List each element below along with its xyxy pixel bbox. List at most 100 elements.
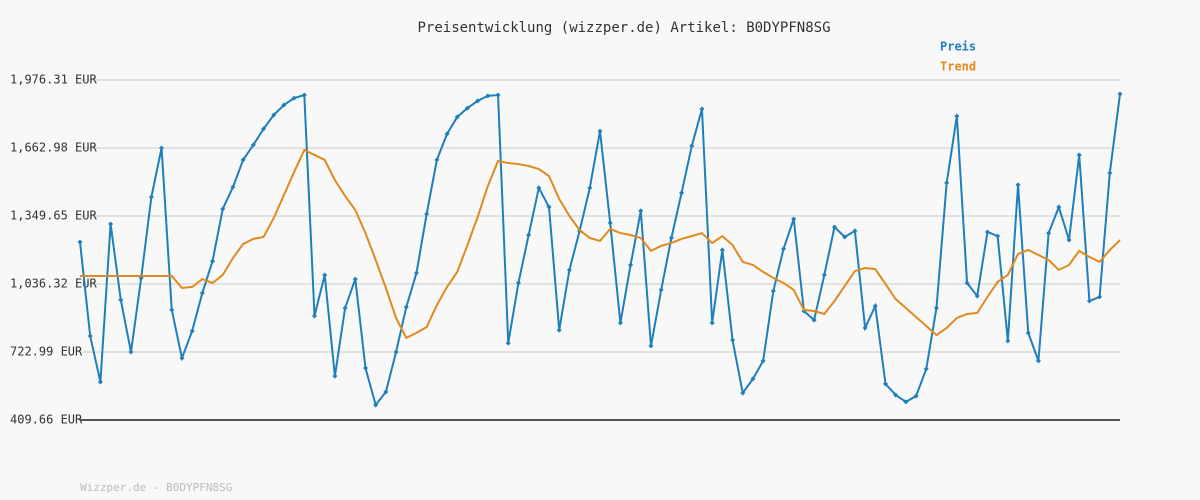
y-tick-label: 1,976.31 EUR bbox=[10, 73, 97, 87]
y-tick-label: 409.66 EUR bbox=[10, 413, 83, 427]
point bbox=[97, 379, 103, 385]
point bbox=[515, 280, 521, 286]
point bbox=[77, 239, 83, 245]
point bbox=[944, 180, 950, 186]
point bbox=[1025, 330, 1031, 336]
point bbox=[179, 355, 185, 361]
point bbox=[475, 98, 481, 104]
point bbox=[230, 184, 236, 190]
point bbox=[1107, 170, 1113, 176]
point bbox=[730, 337, 736, 343]
point bbox=[658, 287, 664, 293]
point bbox=[842, 234, 848, 240]
point bbox=[301, 92, 307, 98]
point bbox=[413, 270, 419, 276]
point bbox=[964, 280, 970, 286]
point bbox=[1097, 294, 1103, 300]
point bbox=[373, 402, 379, 408]
point bbox=[240, 157, 246, 163]
point bbox=[189, 328, 195, 334]
point bbox=[1046, 230, 1052, 236]
point bbox=[393, 349, 399, 355]
point bbox=[464, 105, 470, 111]
point bbox=[791, 216, 797, 222]
point bbox=[974, 293, 980, 299]
point bbox=[220, 206, 226, 212]
point bbox=[87, 333, 93, 339]
point bbox=[668, 235, 674, 241]
point bbox=[638, 208, 644, 214]
point bbox=[556, 327, 562, 333]
point bbox=[566, 267, 572, 273]
chart-title: Preisentwicklung (wizzper.de) Artikel: B… bbox=[417, 20, 830, 36]
point bbox=[882, 381, 888, 387]
point bbox=[1056, 204, 1062, 210]
point bbox=[862, 325, 868, 331]
point bbox=[954, 113, 960, 119]
point bbox=[1015, 182, 1021, 188]
point bbox=[628, 262, 634, 268]
point bbox=[852, 228, 858, 234]
point bbox=[118, 297, 124, 303]
point bbox=[933, 305, 939, 311]
point bbox=[526, 232, 532, 238]
series-line bbox=[80, 148, 1121, 340]
point bbox=[454, 114, 460, 120]
point bbox=[383, 389, 389, 395]
point bbox=[781, 246, 787, 252]
point bbox=[617, 320, 623, 326]
point bbox=[984, 229, 990, 235]
point bbox=[811, 317, 817, 323]
point bbox=[1035, 358, 1041, 364]
point bbox=[923, 366, 929, 372]
point bbox=[148, 194, 154, 200]
point bbox=[352, 276, 358, 282]
point bbox=[362, 365, 368, 371]
point bbox=[699, 106, 705, 112]
point bbox=[1076, 152, 1082, 158]
point bbox=[607, 220, 613, 226]
point bbox=[485, 93, 491, 99]
point bbox=[587, 185, 593, 191]
point bbox=[169, 307, 175, 313]
point bbox=[648, 343, 654, 349]
point bbox=[332, 373, 338, 379]
point bbox=[750, 376, 756, 382]
point bbox=[740, 390, 746, 396]
point bbox=[271, 112, 277, 118]
point bbox=[760, 358, 766, 364]
point bbox=[597, 128, 603, 134]
y-tick-label: 722.99 EUR bbox=[10, 345, 83, 359]
legend-label: Preis bbox=[940, 40, 976, 54]
point bbox=[1066, 237, 1072, 243]
point bbox=[281, 102, 287, 108]
point bbox=[250, 142, 256, 148]
point bbox=[495, 92, 501, 98]
point bbox=[1117, 91, 1123, 97]
point bbox=[903, 399, 909, 405]
point bbox=[913, 393, 919, 399]
y-tick-label: 1,349.65 EUR bbox=[10, 209, 97, 223]
point bbox=[689, 143, 695, 149]
point bbox=[1086, 298, 1092, 304]
point bbox=[832, 224, 838, 230]
point bbox=[893, 392, 899, 398]
point bbox=[199, 290, 205, 296]
point bbox=[128, 349, 134, 355]
point bbox=[719, 247, 725, 253]
point bbox=[546, 204, 552, 210]
point bbox=[679, 190, 685, 196]
point bbox=[821, 272, 827, 278]
y-tick-label: 1,662.98 EUR bbox=[10, 141, 97, 155]
legend-label: Trend bbox=[940, 60, 976, 74]
y-tick-label: 1,036.32 EUR bbox=[10, 277, 97, 291]
point bbox=[995, 233, 1001, 239]
point bbox=[312, 313, 318, 319]
footer: Wizzper.de - B0DYPFN8SG bbox=[80, 481, 232, 494]
point bbox=[770, 288, 776, 294]
point bbox=[872, 303, 878, 309]
point bbox=[342, 305, 348, 311]
series-line bbox=[79, 93, 1121, 408]
